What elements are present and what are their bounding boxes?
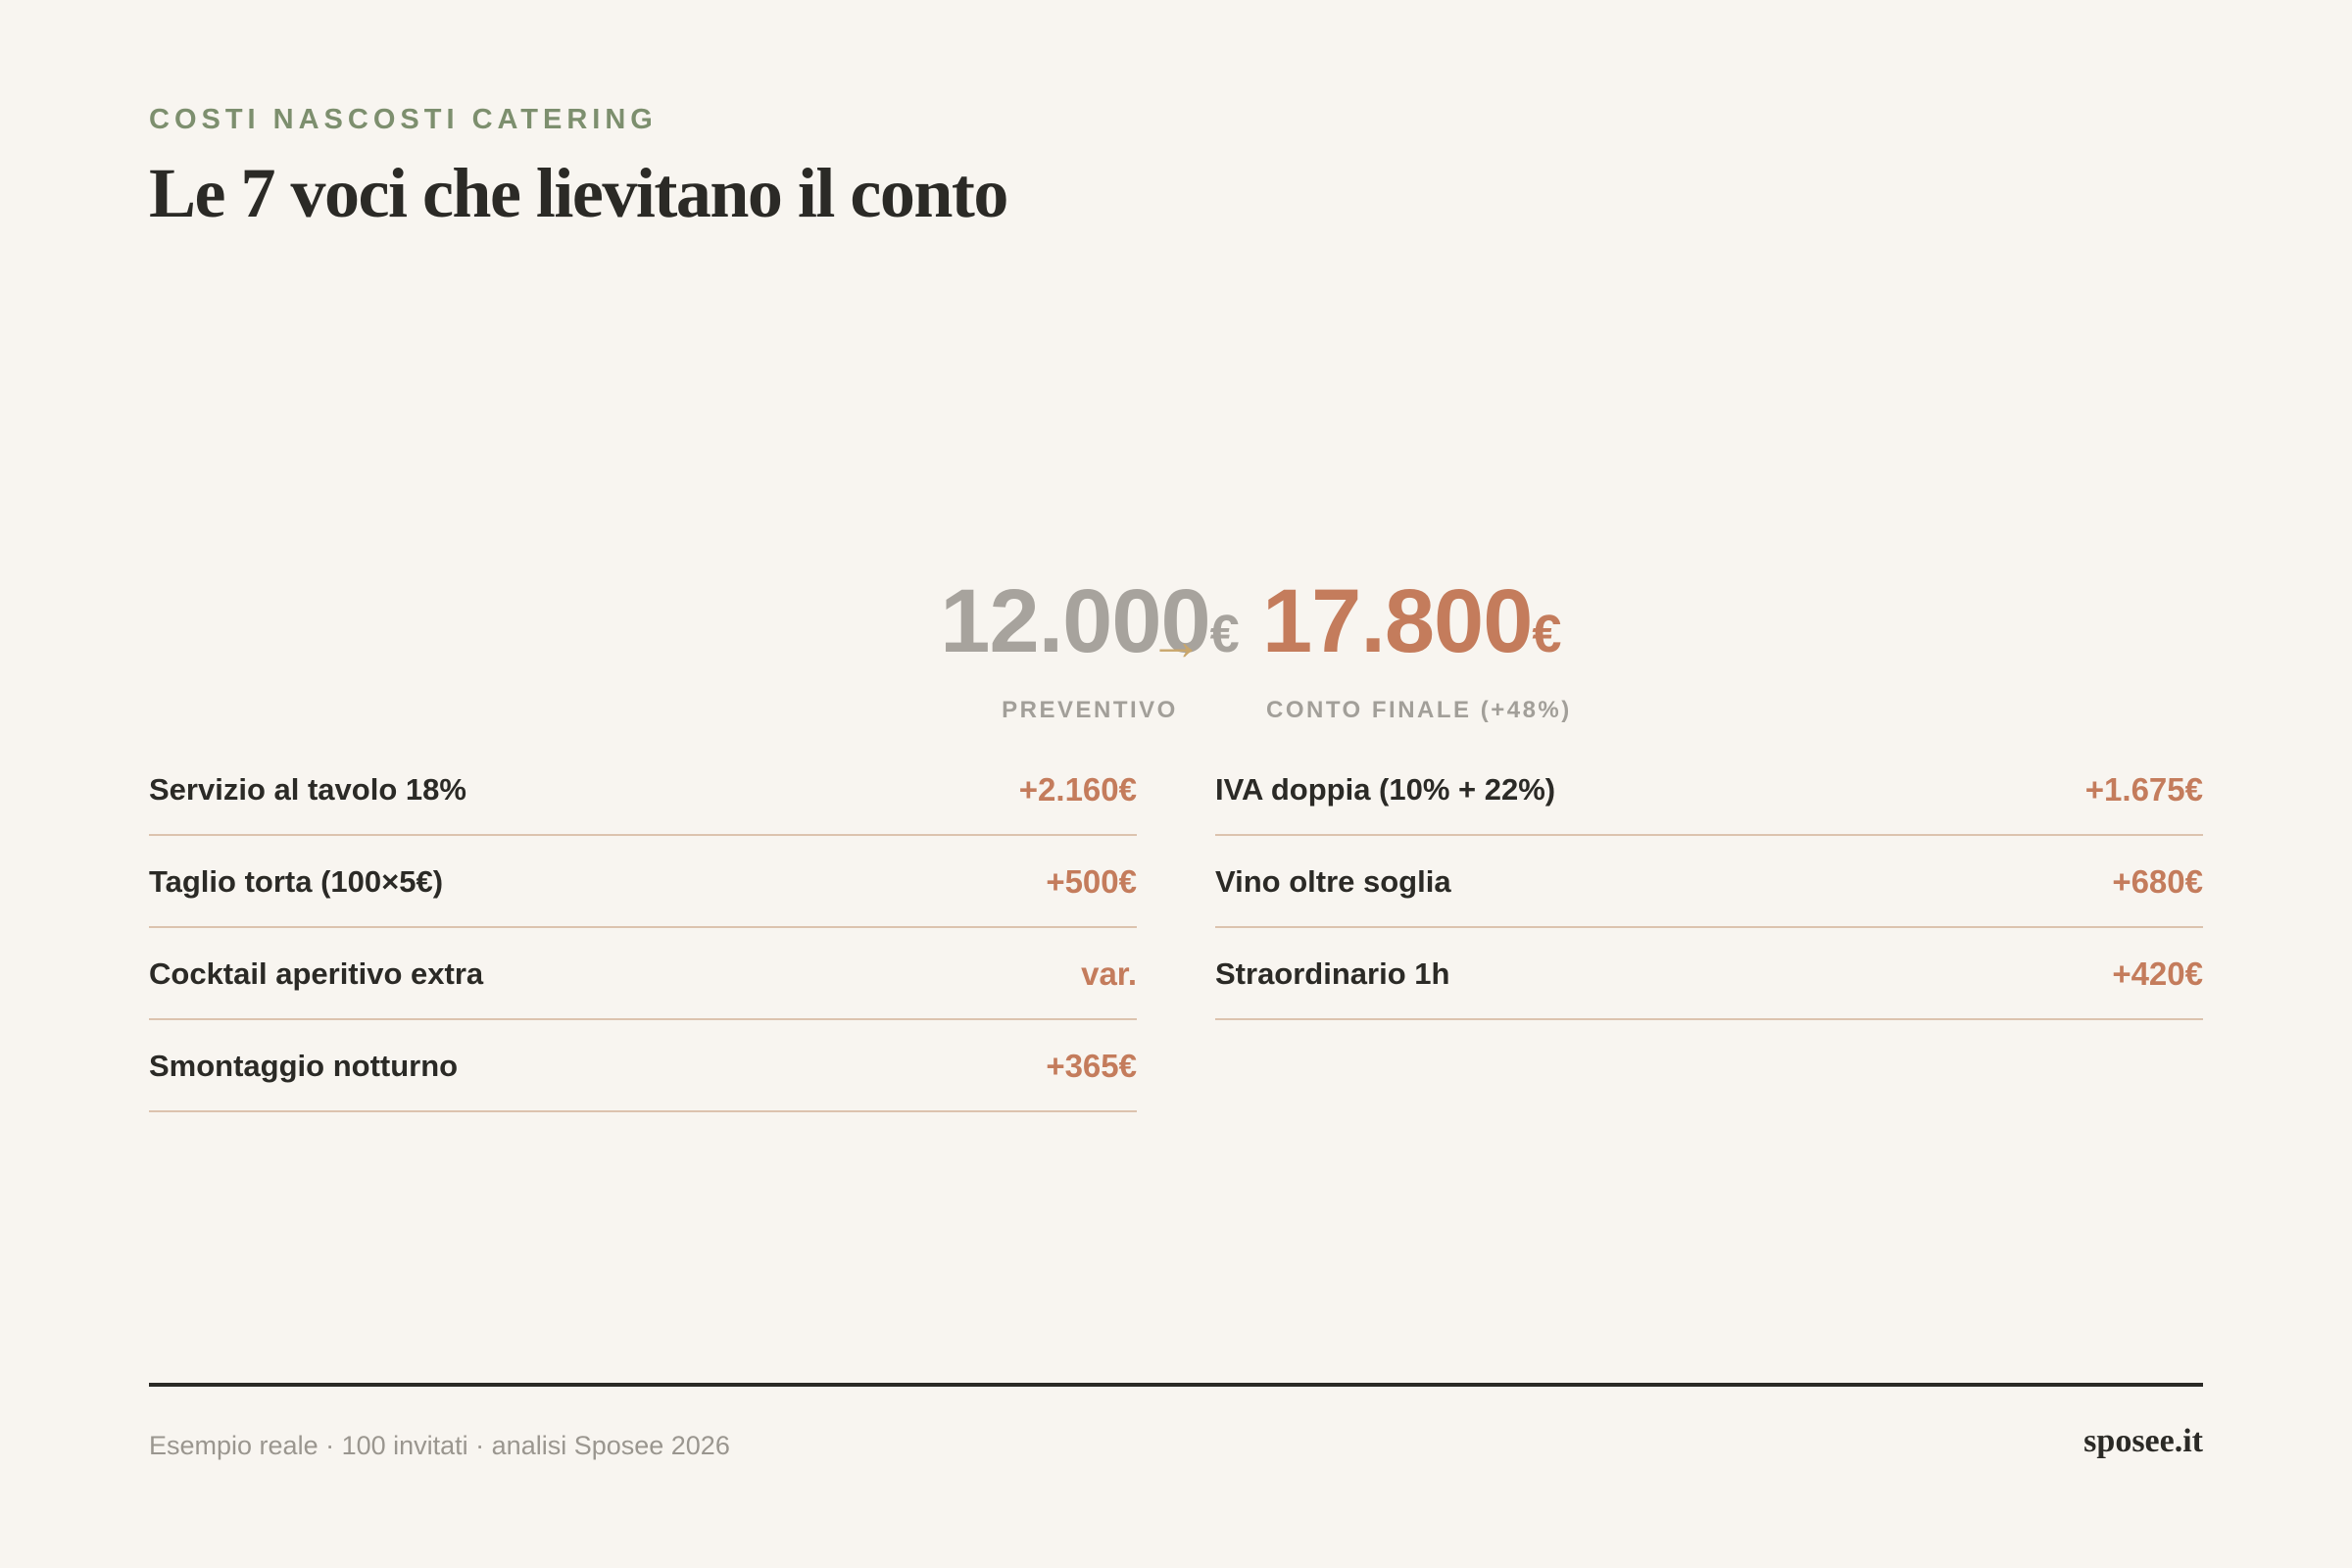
item-amount: +2.160€ — [1018, 770, 1137, 808]
item-amount: +420€ — [2112, 955, 2203, 992]
item-amount: +680€ — [2112, 862, 2203, 900]
cost-comparison: 12.000€ PREVENTIVO → 17.800€ CONTO FINAL… — [149, 570, 2203, 723]
item-amount: var. — [1081, 955, 1137, 992]
footer-divider — [149, 1383, 2203, 1387]
hidden-costs-column-left: Servizio al tavolo 18% +2.160€ Taglio to… — [149, 745, 1137, 1113]
eyebrow-label: COSTI NASCOSTI CATERING — [149, 104, 658, 135]
item-label: IVA doppia (10% + 22%) — [1215, 771, 1556, 807]
list-item: Vino oltre soglia +680€ — [1215, 837, 2203, 928]
item-amount: +500€ — [1046, 862, 1137, 900]
brand-logo: sposee.it — [2083, 1423, 2203, 1459]
final-bill-amount: 17.800 — [1262, 571, 1533, 671]
list-item: Smontaggio notturno +365€ — [149, 1021, 1137, 1112]
list-item: Servizio al tavolo 18% +2.160€ — [149, 745, 1137, 836]
list-item: Cocktail aperitivo extra var. — [149, 929, 1137, 1020]
item-label: Servizio al tavolo 18% — [149, 771, 466, 807]
list-item: Straordinario 1h +420€ — [1215, 929, 2203, 1020]
hidden-costs-column-right: IVA doppia (10% + 22%) +1.675€ Vino oltr… — [1215, 745, 2203, 1021]
page-title: Le 7 voci che lievitano il conto — [149, 154, 1008, 232]
final-bill-currency: € — [1532, 605, 1562, 663]
list-item: IVA doppia (10% + 22%) +1.675€ — [1215, 745, 2203, 836]
final-bill-stat: 17.800€ CONTO FINALE (+48%) — [1262, 570, 1850, 724]
estimate-value: 12.000€ — [796, 570, 1384, 685]
final-bill-value: 17.800€ — [1262, 570, 1850, 685]
estimate-label: PREVENTIVO — [1002, 697, 1178, 723]
item-label: Vino oltre soglia — [1215, 863, 1451, 899]
item-label: Straordinario 1h — [1215, 956, 1450, 991]
item-label: Taglio torta (100×5€) — [149, 863, 444, 899]
footer-note: Esempio reale · 100 invitati · analisi S… — [149, 1431, 730, 1460]
item-amount: +1.675€ — [2084, 770, 2203, 808]
final-bill-label: CONTO FINALE (+48%) — [1266, 697, 1572, 723]
item-label: Smontaggio notturno — [149, 1048, 459, 1083]
estimate-amount: 12.000 — [940, 571, 1210, 671]
estimate-stat: 12.000€ PREVENTIVO — [796, 570, 1384, 724]
list-item: Taglio torta (100×5€) +500€ — [149, 837, 1137, 928]
item-amount: +365€ — [1046, 1047, 1137, 1084]
right-arrow-icon: → — [1149, 610, 1203, 671]
estimate-currency: € — [1209, 605, 1240, 663]
item-label: Cocktail aperitivo extra — [149, 956, 484, 991]
infographic-page: COSTI NASCOSTI CATERING Le 7 voci che li… — [149, 0, 2203, 1568]
